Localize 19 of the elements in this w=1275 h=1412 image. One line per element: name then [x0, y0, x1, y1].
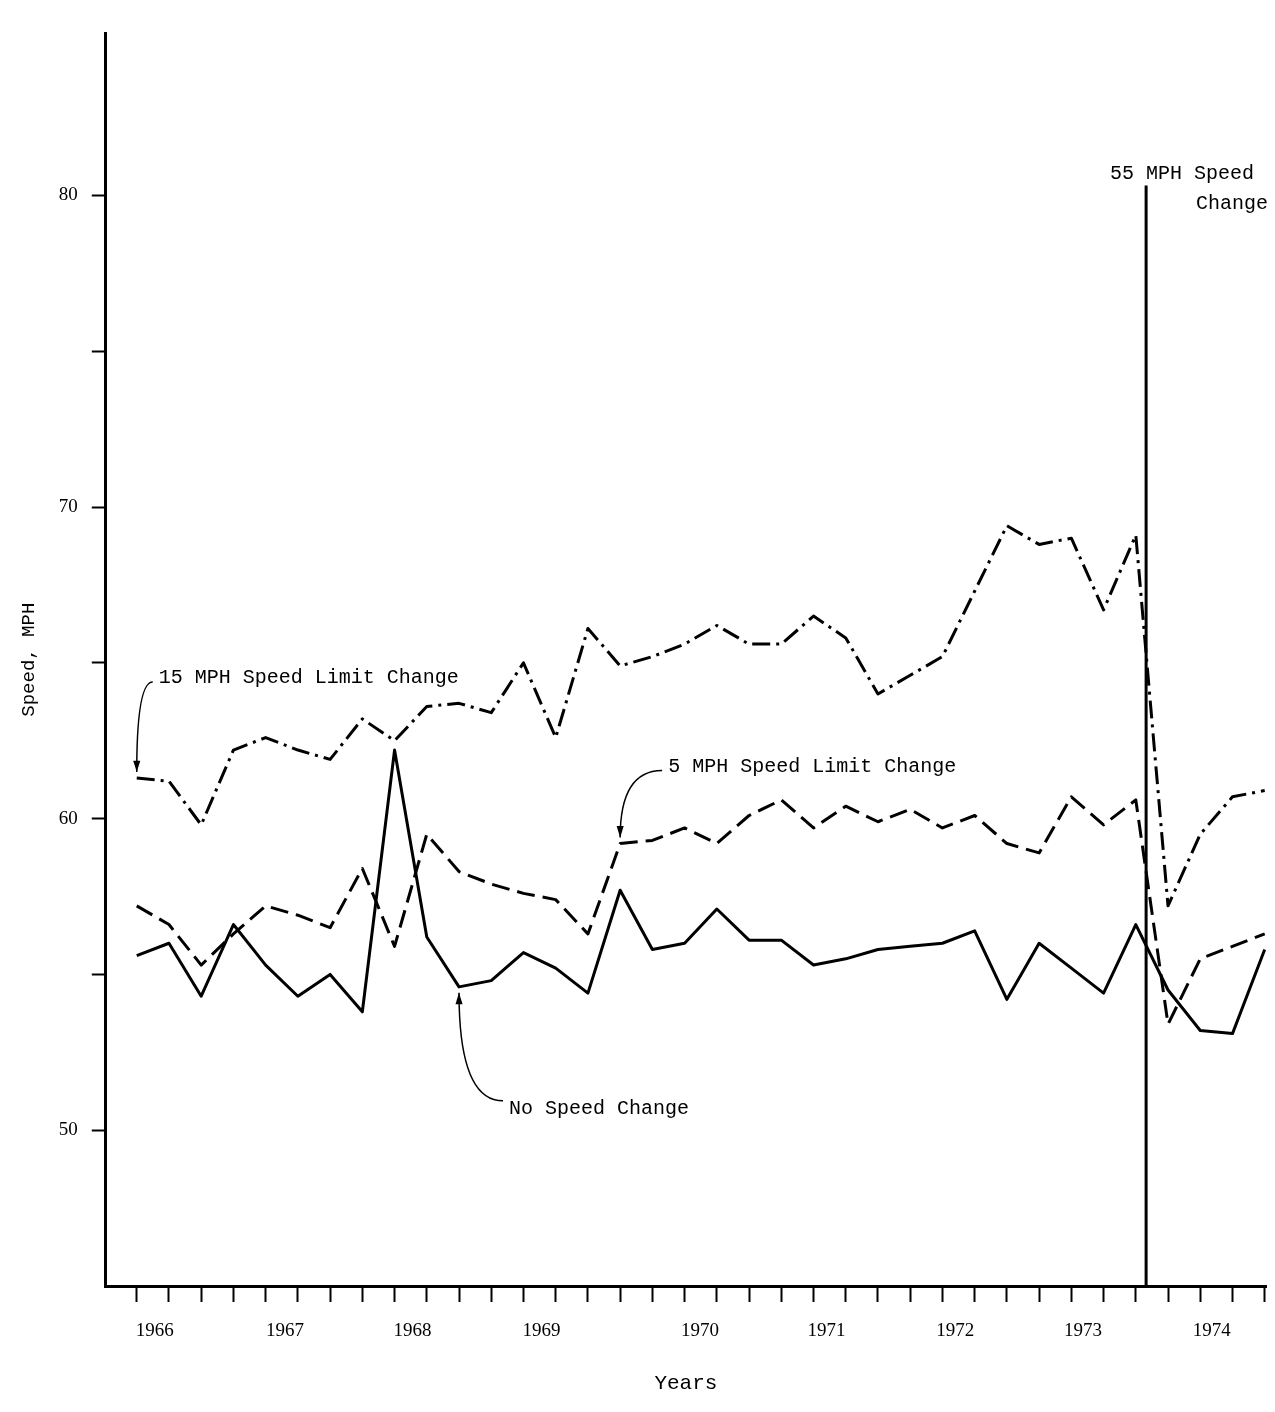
x-tick-label: 1970 — [681, 1319, 720, 1341]
x-tick-label: 1967 — [265, 1319, 304, 1341]
y-tick-label: 50 — [58, 1118, 78, 1140]
x-tick-label: 1966 — [135, 1319, 174, 1341]
ref-line-label: 55 MPH Speed Change — [1109, 162, 1268, 216]
x-tick-label: 1972 — [936, 1319, 975, 1341]
x-tick-label: 1973 — [1063, 1319, 1102, 1341]
x-tick-label: 1968 — [393, 1319, 432, 1341]
x-axis-title: Years — [654, 1371, 718, 1395]
x-tick-label: 1974 — [1192, 1319, 1232, 1341]
text: 5 MPH Speed Limit Change — [668, 754, 957, 778]
y-tick-label: 80 — [58, 183, 78, 205]
y-tick-label: 60 — [58, 806, 78, 828]
x-tick-label: 1969 — [522, 1319, 561, 1341]
text: No Speed Change — [509, 1097, 690, 1121]
x-tick-label: 1971 — [807, 1319, 846, 1341]
series-label: 15 MPH Speed Limit Change — [158, 666, 459, 690]
y-axis-title: Speed, MPH — [18, 602, 41, 717]
y-tick-label: 70 — [58, 495, 78, 516]
